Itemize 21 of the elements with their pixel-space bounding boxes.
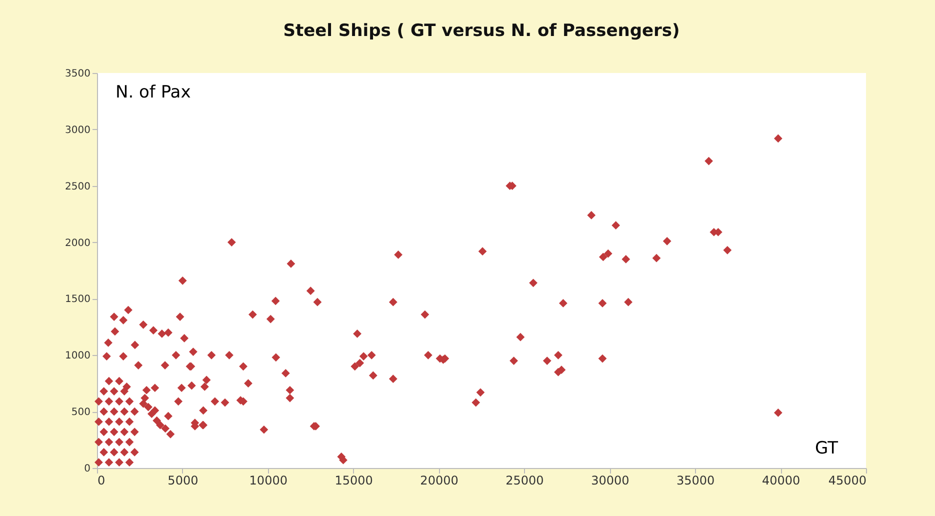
x-tick-label: 20000 — [420, 474, 458, 488]
x-tick-label: 5000 — [168, 474, 198, 488]
x-tick-label: 40000 — [762, 474, 800, 488]
x-tick-label: 10000 — [249, 474, 288, 488]
y-tick-label: 2500 — [65, 181, 90, 192]
y-tick-label: 500 — [71, 407, 90, 418]
x-tick-label: 45000 — [828, 474, 866, 488]
x-tick-label: 15000 — [334, 474, 373, 488]
x-tick-label: 35000 — [676, 474, 715, 488]
y-tick-label: 3500 — [65, 68, 90, 80]
y-tick-label: 1000 — [65, 350, 90, 362]
y-axis-title: N. of Pax — [116, 82, 191, 102]
x-tick-label: 0 — [98, 474, 106, 488]
chart-title: Steel Ships ( GT versus N. of Passengers) — [283, 21, 680, 41]
y-tick-label: 1500 — [65, 294, 90, 306]
y-tick-label: 3000 — [65, 124, 90, 136]
x-tick-label: 30000 — [591, 474, 630, 488]
x-tick-label: 25000 — [506, 474, 544, 488]
y-tick-label: 2000 — [65, 238, 90, 249]
x-axis-title: GT — [815, 438, 839, 458]
y-tick-label: 0 — [84, 464, 90, 474]
